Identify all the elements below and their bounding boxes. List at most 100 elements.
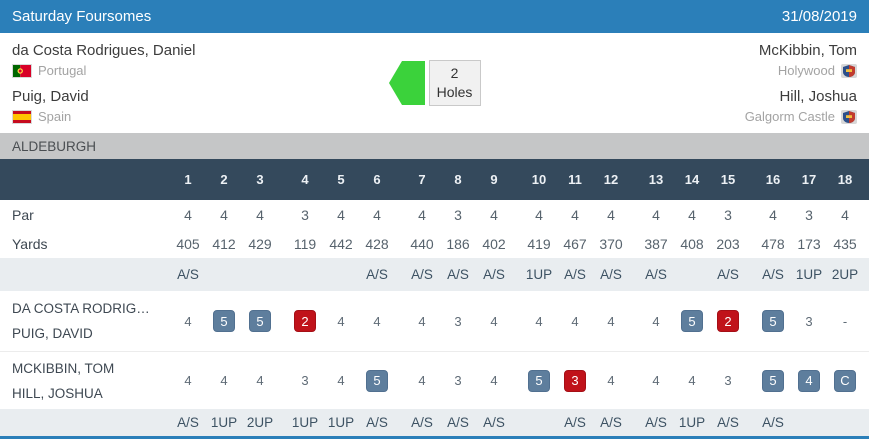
- score-cell: 4: [337, 373, 345, 388]
- par-value: 4: [688, 206, 696, 223]
- par-row-label: Par: [12, 206, 34, 223]
- yards-value: 387: [644, 235, 668, 252]
- par-value: 4: [535, 206, 543, 223]
- yards-value: 467: [563, 235, 587, 252]
- par-value: 4: [256, 206, 264, 223]
- score-box: 5: [366, 369, 388, 392]
- yards-value: 173: [797, 235, 821, 252]
- hole-number: 18: [837, 172, 853, 187]
- par-value: 3: [805, 206, 813, 223]
- leader-arrow-icon: [388, 61, 425, 105]
- par-value: 3: [301, 206, 309, 223]
- player-affiliation: Holywood: [777, 63, 835, 78]
- score-box: 2: [294, 310, 316, 332]
- match-status: A/S: [483, 267, 505, 282]
- portugal-flag-icon: [12, 63, 32, 78]
- score-cell: C: [827, 369, 863, 392]
- par-value: 4: [607, 206, 615, 223]
- par-value: 4: [769, 206, 777, 223]
- score-box: 5: [762, 369, 784, 392]
- holywood-club-crest-icon: [841, 63, 857, 78]
- match-status: A/S: [645, 267, 667, 282]
- player-affiliation: Galgorm Castle: [744, 109, 835, 124]
- match-status: 1UP: [327, 415, 355, 430]
- yards-value: 429: [248, 235, 272, 252]
- yards-value: 405: [176, 235, 200, 252]
- match-status: A/S: [411, 267, 433, 282]
- score-cell: 3: [805, 313, 813, 329]
- par-value: 4: [184, 206, 192, 223]
- team-left: da Costa Rodrigues, Daniel Portugal Puig…: [12, 40, 389, 126]
- score-cell: 5: [242, 310, 278, 332]
- match-status: A/S: [600, 267, 622, 282]
- hole-number: 16: [765, 172, 781, 187]
- player-affiliation: Spain: [38, 109, 72, 124]
- score-cell: 4: [256, 373, 264, 388]
- match-status: A/S: [717, 415, 739, 430]
- team-player-name: DA COSTA RODRIG…: [12, 301, 150, 316]
- match-status: A/S: [762, 267, 784, 282]
- score-cell: 4: [184, 373, 192, 388]
- score-cell: 4: [418, 373, 426, 388]
- result-unit: Holes: [436, 84, 473, 100]
- bottom-bar: [0, 436, 869, 439]
- score-cell: 5: [755, 310, 791, 332]
- galgorm-castle-club-crest-icon: [841, 109, 857, 124]
- yards-value: 408: [680, 235, 704, 252]
- score-cell: 3: [724, 373, 732, 388]
- score-cell: 5: [206, 310, 242, 332]
- match-status: A/S: [447, 267, 469, 282]
- par-value: 4: [490, 206, 498, 223]
- player-4: Hill, Joshua Galgorm Castle: [481, 88, 857, 124]
- hole-number: 5: [337, 172, 345, 187]
- hole-number: 14: [684, 172, 700, 187]
- yards-value: 442: [329, 235, 353, 252]
- score-cell: 4: [373, 313, 381, 329]
- score-cell: 2: [710, 310, 746, 332]
- yards-value: 440: [410, 235, 434, 252]
- spain-flag-icon: [12, 109, 32, 124]
- match-status: A/S: [447, 415, 469, 430]
- par-value: 4: [652, 206, 660, 223]
- team-score-row: MCKIBBIN, TOM HILL, JOSHUA 4 4 4 3 4 5 4 3 4 5 3 4 4 4 3…: [0, 351, 869, 409]
- yards-row-label: Yards: [12, 235, 48, 252]
- yards-value: 428: [365, 235, 389, 252]
- hole-number: 7: [418, 172, 426, 187]
- hole-number: 17: [801, 172, 817, 187]
- match-result: 2 Holes: [388, 60, 481, 106]
- yards-value: 402: [482, 235, 506, 252]
- team-player-name: HILL, JOSHUA: [12, 385, 103, 401]
- score-cell: 4: [571, 313, 579, 329]
- player-name: Puig, David: [12, 88, 89, 105]
- score-box: C: [834, 369, 856, 392]
- hole-number: 9: [490, 172, 498, 187]
- par-value: 4: [337, 206, 345, 223]
- score-cell: 4: [607, 373, 615, 388]
- match-status: 1UP: [210, 415, 238, 430]
- match-status: A/S: [564, 267, 586, 282]
- score-cell: 4: [791, 369, 827, 392]
- par-value: 3: [454, 206, 462, 223]
- score-cell: 4: [652, 313, 660, 329]
- score-cell: 4: [490, 313, 498, 329]
- course-name: ALDEBURGH: [12, 138, 97, 154]
- score-cell: 2: [287, 310, 323, 332]
- hole-number: 6: [373, 172, 381, 187]
- player-name: McKibbin, Tom: [758, 42, 857, 59]
- score-cell: 4: [337, 313, 345, 329]
- yards-value: 203: [716, 235, 740, 252]
- score-cell: 5: [521, 369, 557, 392]
- match-status: 1UP: [291, 415, 319, 430]
- yards-value: 370: [599, 235, 623, 252]
- match-status: A/S: [177, 267, 199, 282]
- course-bar: ALDEBURGH: [0, 133, 869, 159]
- match-status: A/S: [762, 415, 784, 430]
- match-status: A/S: [483, 415, 505, 430]
- status-row-bottom: A/S 1UP 2UP 1UP 1UP A/S A/S A/S A/S A/S A/S A/S 1UP A…: [0, 409, 869, 436]
- score-box: 3: [564, 369, 586, 392]
- hole-number: 4: [301, 172, 309, 187]
- score-box: 5: [528, 369, 550, 392]
- player-name: da Costa Rodrigues, Daniel: [12, 42, 196, 59]
- scorecard-grid: 1 2 3 4 5 6 7 8 9 10 11 12 13 14 15 16 17 18 Par 4 4 4 3 4 4 4 3 4 4…: [0, 159, 869, 436]
- page-title: Saturday Foursomes: [12, 8, 152, 25]
